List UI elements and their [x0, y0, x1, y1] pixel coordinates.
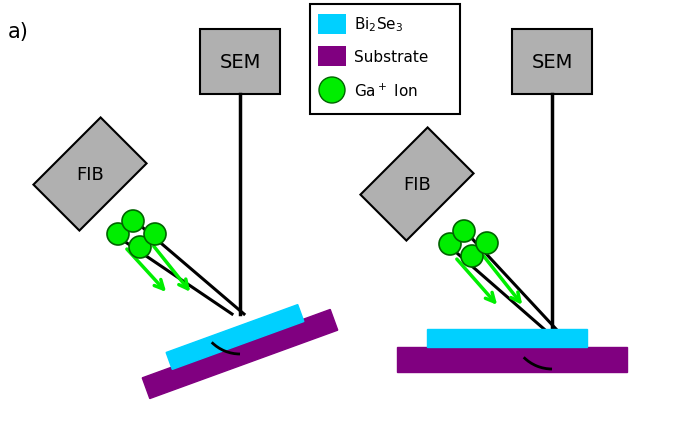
Circle shape: [129, 236, 151, 259]
Polygon shape: [360, 128, 473, 241]
Bar: [318, 15, 346, 35]
Text: FIB: FIB: [403, 176, 431, 193]
Bar: [397, 347, 627, 372]
Text: SEM: SEM: [532, 53, 573, 72]
Circle shape: [122, 210, 144, 233]
Circle shape: [453, 221, 475, 242]
Text: b): b): [417, 22, 438, 42]
Polygon shape: [34, 118, 147, 231]
Bar: [427, 329, 587, 347]
Bar: [310, 5, 460, 115]
Polygon shape: [142, 310, 338, 399]
Bar: [200, 30, 280, 95]
Bar: [512, 30, 592, 95]
Text: Bi$_2$Se$_3$: Bi$_2$Se$_3$: [354, 16, 403, 34]
Polygon shape: [166, 305, 304, 369]
Circle shape: [476, 233, 498, 254]
Circle shape: [319, 78, 345, 104]
Text: a): a): [8, 22, 29, 42]
Bar: [318, 47, 346, 67]
Circle shape: [107, 224, 129, 245]
Text: Substrate: Substrate: [354, 49, 428, 64]
Text: Ga$^+$ Ion: Ga$^+$ Ion: [354, 82, 418, 99]
Circle shape: [144, 224, 166, 245]
Circle shape: [439, 233, 461, 256]
Text: SEM: SEM: [219, 53, 261, 72]
Circle shape: [461, 245, 483, 268]
Text: FIB: FIB: [76, 166, 104, 184]
